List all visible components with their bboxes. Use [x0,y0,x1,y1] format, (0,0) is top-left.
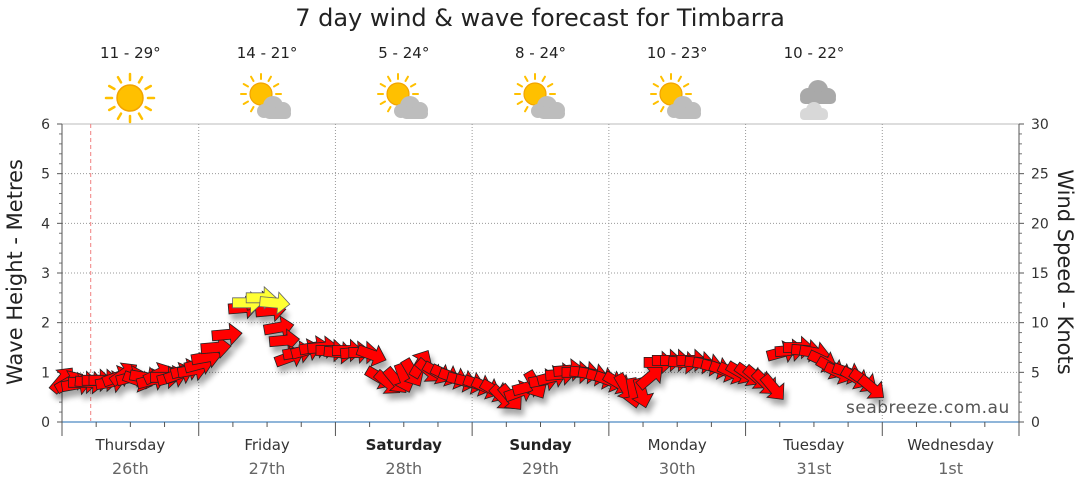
day-date-label: 27th [249,459,286,478]
wind-arrow [635,365,663,391]
sun-icon [105,72,156,124]
wind-arrows [48,290,885,410]
y-right-tick-label: 10 [1031,316,1049,332]
wind-arrow [759,372,785,400]
forecast-temp: 10 - 22° [783,44,845,62]
partly-cloudy-icon [240,73,292,119]
y-left-tick-label: 0 [41,415,50,431]
forecast-temp: 14 - 21° [236,44,298,62]
day-name-label: Tuesday [782,436,844,454]
day-date-label: 30th [659,459,696,478]
forecast-temp: 10 - 23° [646,44,708,62]
y-left-tick-label: 1 [41,365,50,381]
y-right-tick-label: 5 [1031,365,1040,381]
wind-arrow [631,376,655,409]
cloudy-icon [799,80,836,120]
partly-cloudy-icon [650,73,702,119]
y-right-tick-label: 30 [1031,117,1049,133]
partly-cloudy-icon [513,73,565,119]
swell-arrow [259,291,291,315]
forecast-temp: 5 - 24° [378,44,430,62]
day-name-label: Wednesday [907,436,994,454]
day-name-label: Saturday [366,436,443,454]
y-left-tick-label: 4 [41,216,50,232]
y-left-tick-label: 2 [41,316,50,332]
day-date-label: 28th [385,459,422,478]
y-right-tick-label: 15 [1031,266,1049,282]
y-right-tick-label: 25 [1031,167,1049,183]
axes: Thursday 26th Friday 27th Saturday 28th Sunday… [41,117,1049,478]
wind-arrow [856,373,885,399]
wind-arrow [200,335,232,360]
wind-arrow [355,344,387,367]
watermark: seabreeze.com.au [846,398,1010,418]
day-name-label: Thursday [94,436,165,454]
y-right-tick-label: 0 [1031,415,1040,431]
y-left-tick-label: 3 [41,266,50,282]
y-left-tick-label: 6 [41,117,50,133]
day-name-label: Friday [244,436,290,454]
day-date-label: 1st [938,459,963,478]
day-name-label: Monday [648,436,707,454]
day-date-label: 26th [112,459,149,478]
wind-arrow [211,322,243,347]
y-left-tick-label: 5 [41,167,50,183]
y-axis-left-title: Wave Height - Metres [3,159,27,385]
day-date-label: 29th [522,459,559,478]
swell-arrows [232,285,291,315]
forecast-temp: 11 - 29° [100,44,161,62]
partly-cloudy-icon [376,73,428,119]
wind-arrow [268,328,301,353]
chart-title: 7 day wind & wave forecast for Timbarra [295,4,785,32]
y-axis-right-title: Wind Speed - Knots [1053,169,1077,374]
day-name-label: Sunday [509,436,572,454]
y-right-tick-label: 20 [1031,216,1049,232]
forecast-temp: 8 - 24° [514,44,567,62]
day-date-label: 31st [796,459,831,478]
